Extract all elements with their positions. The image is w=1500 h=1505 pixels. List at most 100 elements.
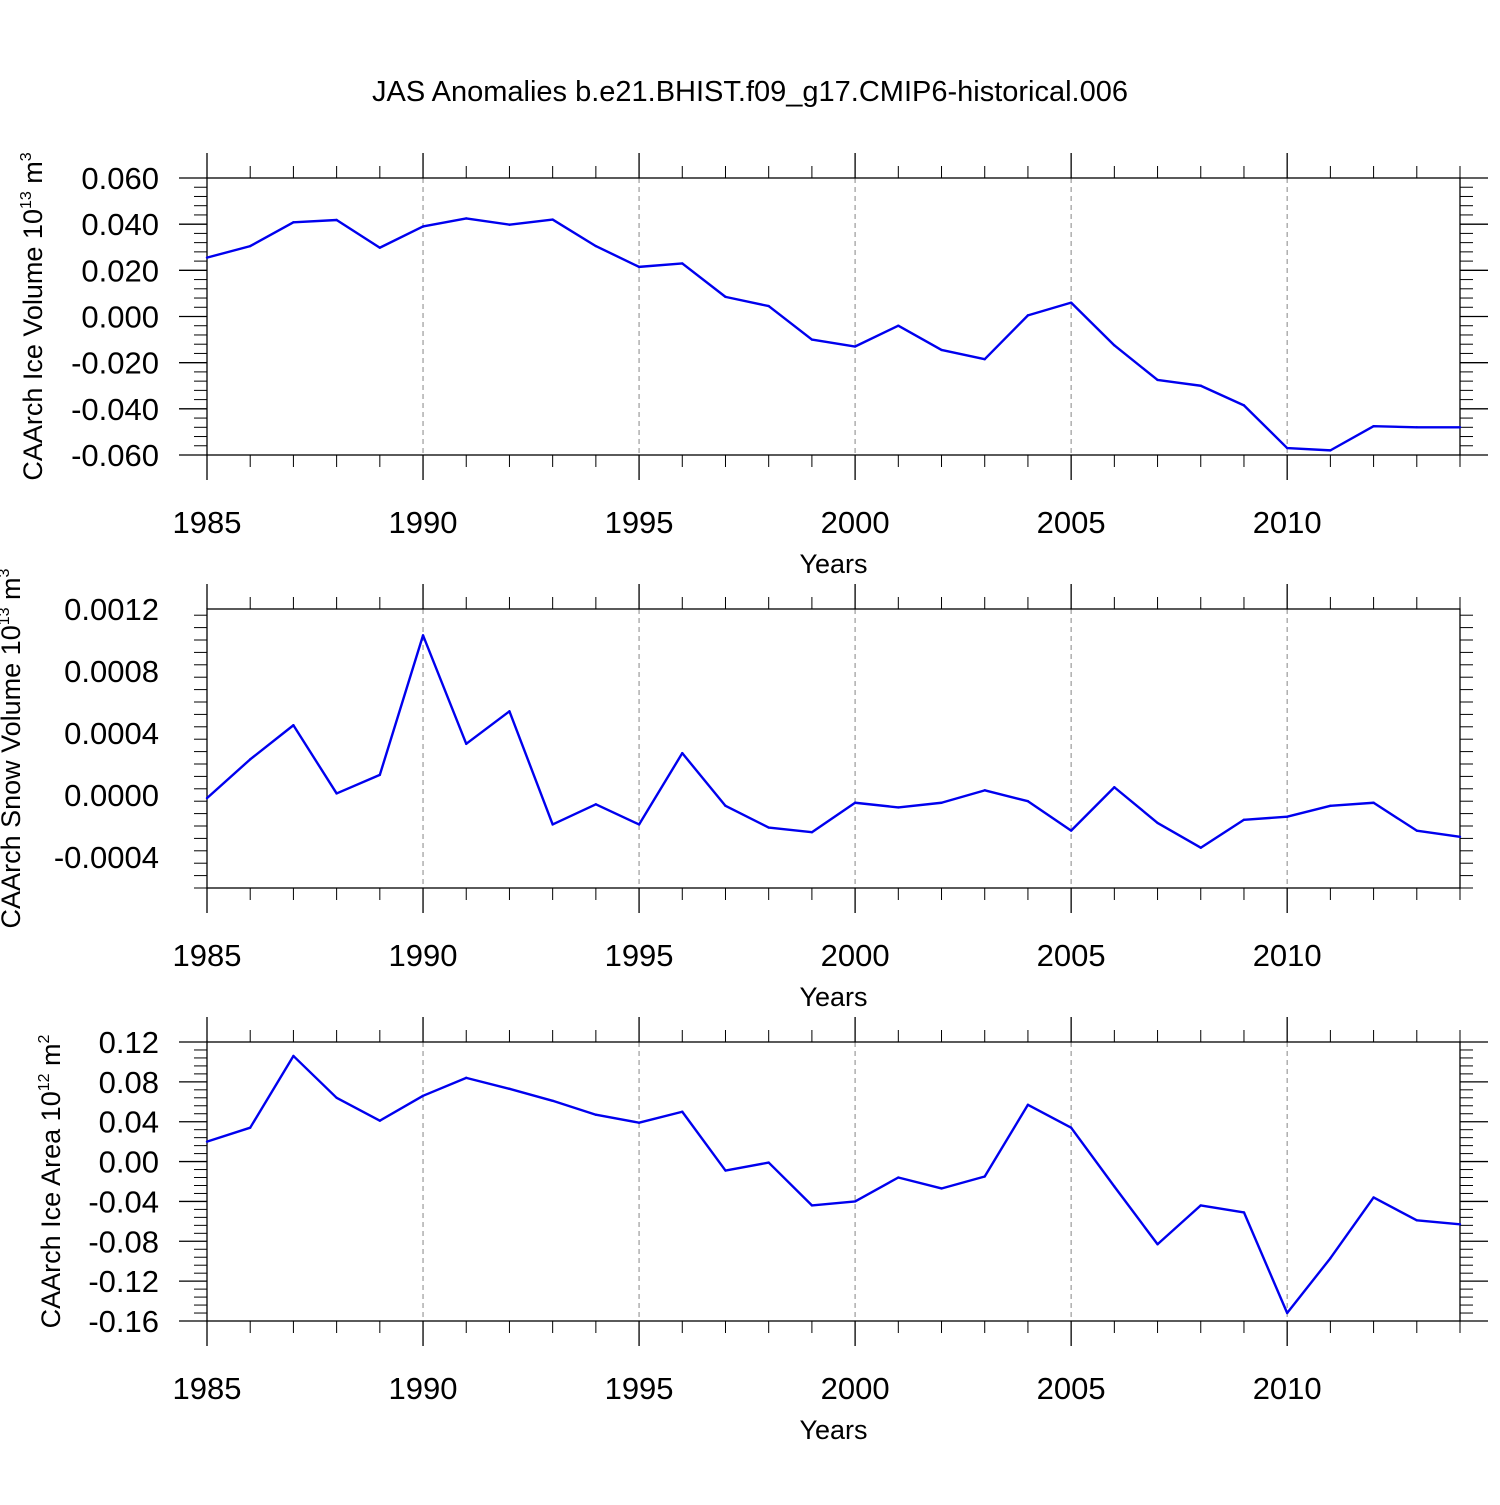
data-point	[940, 348, 943, 352]
data-point	[767, 1161, 770, 1164]
y-tick-label: -0.12	[88, 1264, 159, 1299]
y-tick-label: 0.040	[81, 207, 159, 242]
data-point	[1156, 378, 1159, 382]
y-tick-label: -0.040	[71, 392, 159, 427]
data-point	[378, 773, 382, 777]
data-point	[1069, 1126, 1073, 1129]
y-tick-label: 0.12	[99, 1025, 159, 1060]
y-tick-label: 0.0000	[64, 778, 159, 813]
data-point	[1372, 801, 1375, 804]
data-point	[810, 338, 814, 341]
data-point	[1329, 449, 1332, 452]
y-tick-label: 0.060	[81, 161, 159, 196]
data-point	[637, 823, 641, 826]
x-tick-label: 2010	[1253, 505, 1322, 540]
data-point	[810, 831, 814, 834]
data-point	[335, 792, 338, 795]
y-tick-label: -0.08	[88, 1224, 159, 1259]
x-tick-label: 1990	[389, 505, 458, 540]
plot-frame	[206, 177, 1461, 456]
data-point	[335, 1096, 338, 1100]
data-point	[465, 742, 468, 746]
x-tick-label: 2005	[1037, 1371, 1106, 1406]
data-point	[1113, 344, 1116, 347]
panel-2: -0.0004 0.0000 0.0004 0.0008 0.0012 1985 1990 1…	[0, 568, 1473, 1012]
data-point	[853, 345, 857, 348]
data-point	[1156, 821, 1159, 825]
data-point	[1113, 1185, 1116, 1188]
x-tick-label: 2000	[821, 938, 890, 973]
data-point	[1372, 424, 1375, 428]
x-tick-label: 2000	[821, 505, 890, 540]
data-point	[1026, 314, 1030, 317]
data-point	[1458, 835, 1462, 839]
data-point	[897, 806, 900, 809]
x-tick-label: 1995	[605, 938, 674, 973]
data-point	[1242, 404, 1246, 407]
data-point	[1415, 1219, 1418, 1222]
data-point	[1199, 1204, 1202, 1207]
data-point	[853, 801, 857, 804]
y-tick-label: 0.08	[99, 1065, 159, 1100]
series-line	[206, 1054, 1461, 1315]
data-point	[940, 801, 943, 804]
y-tick-label: 0.0004	[64, 716, 159, 751]
y-tick-label: -0.16	[88, 1304, 159, 1339]
data-point	[637, 265, 641, 269]
x-tick-label: 2005	[1037, 938, 1106, 973]
y-tick-label: -0.020	[71, 346, 159, 381]
x-tick-label: 1995	[605, 1371, 674, 1406]
y-axis-label: CAArch Snow Volume 1013 m3	[0, 568, 26, 928]
x-tick-label: 2000	[821, 1371, 890, 1406]
data-point	[1199, 384, 1202, 387]
y-tick-label: 0.000	[81, 300, 159, 335]
y-tick-label: 0.00	[99, 1145, 159, 1180]
data-point	[767, 826, 770, 829]
data-point	[249, 1126, 252, 1129]
data-point	[551, 823, 554, 826]
x-tick-label: 2010	[1253, 1371, 1322, 1406]
data-point	[681, 1110, 684, 1113]
panel-1: -0.060 -0.040 -0.020 0.000 0.020 0.040 0.060 19…	[18, 152, 1488, 579]
plot-frame	[206, 608, 1461, 889]
x-axis-label: Years	[799, 1415, 867, 1445]
data-point	[681, 751, 684, 755]
figure-title: JAS Anomalies b.e21.BHIST.f09_g17.CMIP6-…	[371, 76, 1128, 108]
data-point	[983, 789, 986, 792]
data-point	[637, 1121, 641, 1124]
y-axis-label: CAArch Ice Volume 1013 m3	[18, 152, 48, 480]
data-point	[940, 1187, 943, 1190]
x-tick-label: 2005	[1037, 505, 1106, 540]
data-point	[1242, 1211, 1246, 1214]
data-point	[724, 804, 727, 808]
data-point	[335, 218, 338, 222]
data-point	[508, 710, 511, 713]
data-point	[1329, 804, 1332, 808]
data-point	[594, 244, 598, 248]
x-tick-label: 1985	[173, 1371, 242, 1406]
series-line	[206, 217, 1460, 452]
series-line	[206, 634, 1461, 849]
x-axis-label: Years	[799, 982, 867, 1012]
data-point	[421, 1094, 425, 1098]
data-point	[421, 225, 425, 228]
data-point	[1458, 1223, 1462, 1226]
data-point	[1285, 1311, 1289, 1315]
y-tick-label: 0.0012	[64, 592, 159, 627]
data-point	[767, 304, 770, 308]
data-point	[551, 1099, 554, 1102]
x-tick-label: 1985	[173, 938, 242, 973]
x-tick-label: 1995	[605, 505, 674, 540]
data-point	[897, 324, 900, 327]
y-axis-label: CAArch Ice Area 1012 m2	[36, 1034, 66, 1328]
y-tick-label: -0.0004	[54, 840, 159, 875]
data-point	[378, 246, 382, 249]
data-point	[1156, 1243, 1159, 1246]
data-point	[1415, 829, 1418, 832]
data-point	[378, 1119, 382, 1122]
data-point	[853, 1200, 857, 1203]
data-point	[1372, 1196, 1375, 1199]
data-point	[205, 256, 209, 259]
data-point	[465, 217, 468, 220]
